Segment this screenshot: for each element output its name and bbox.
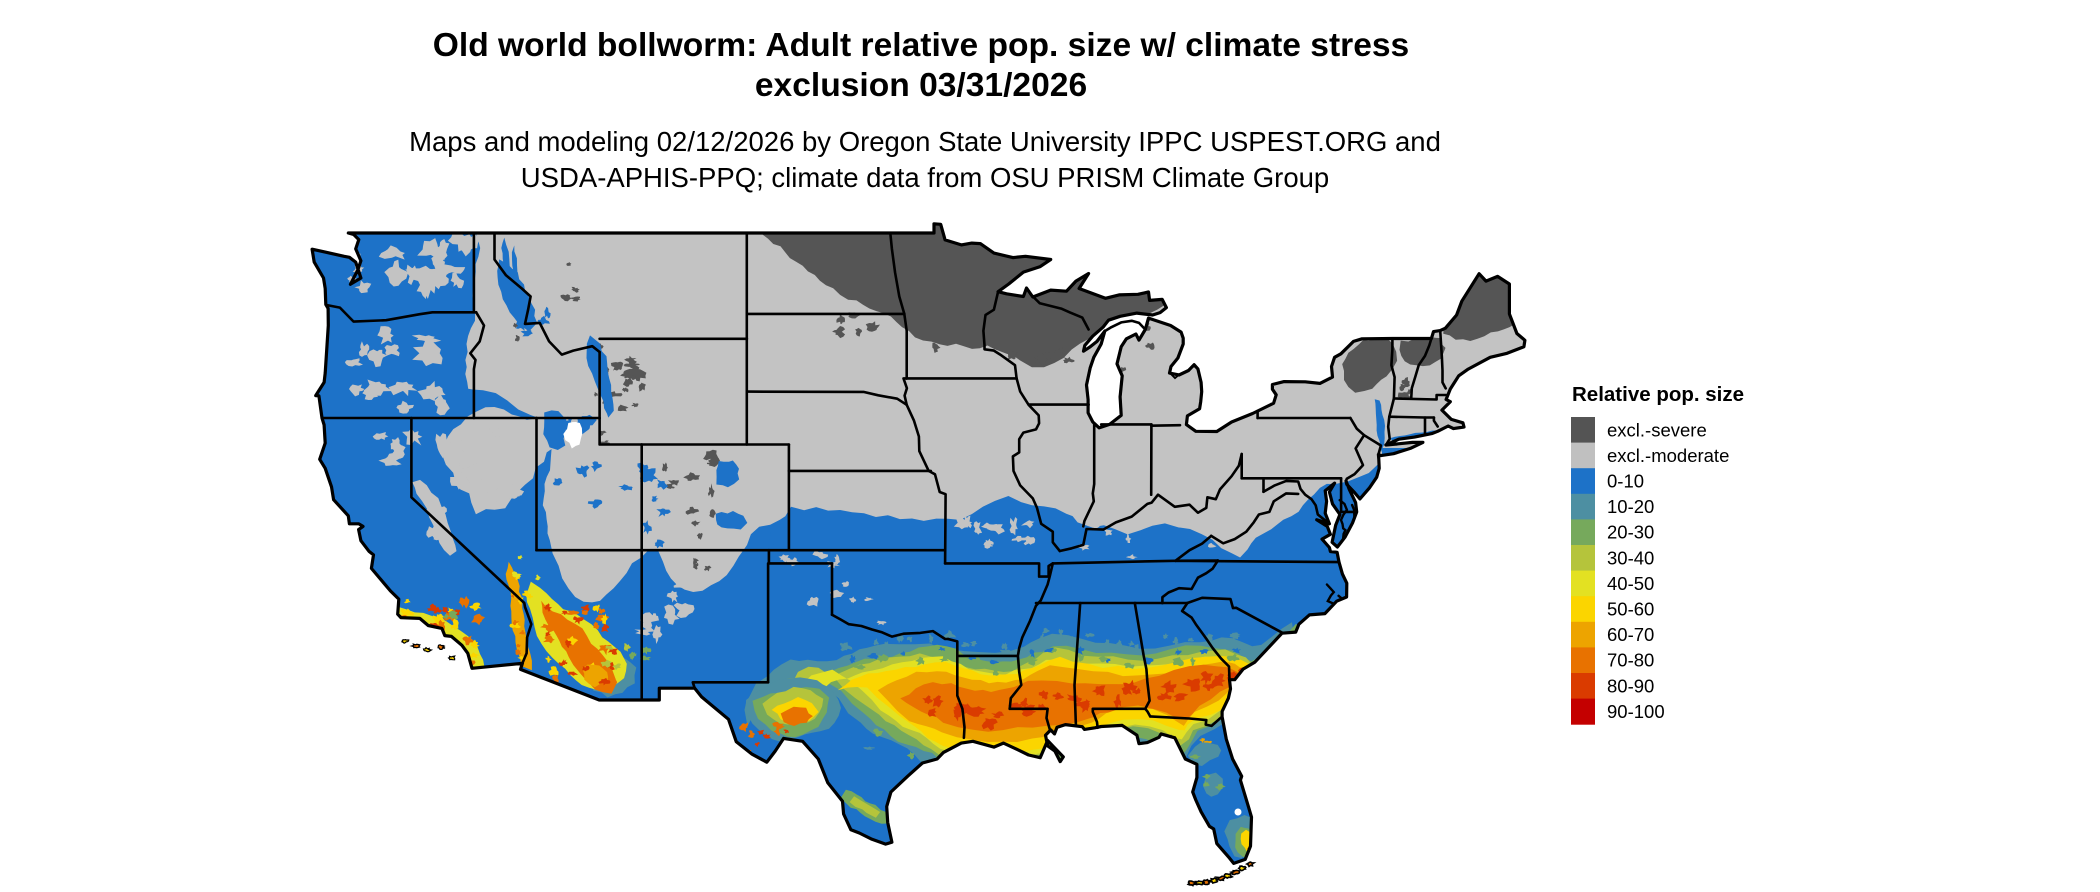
svg-text:excl.-severe: excl.-severe [1607, 419, 1707, 440]
svg-text:20-30: 20-30 [1607, 522, 1654, 543]
svg-text:30-40: 30-40 [1607, 547, 1654, 568]
svg-text:90-100: 90-100 [1607, 701, 1665, 722]
svg-text:40-50: 40-50 [1607, 573, 1654, 594]
svg-text:0-10: 0-10 [1607, 471, 1644, 492]
svg-text:70-80: 70-80 [1607, 650, 1654, 671]
svg-text:10-20: 10-20 [1607, 496, 1654, 517]
svg-text:80-90: 80-90 [1607, 675, 1654, 696]
svg-text:60-70: 60-70 [1607, 624, 1654, 645]
svg-text:50-60: 50-60 [1607, 599, 1654, 620]
svg-text:excl.-moderate: excl.-moderate [1607, 445, 1729, 466]
